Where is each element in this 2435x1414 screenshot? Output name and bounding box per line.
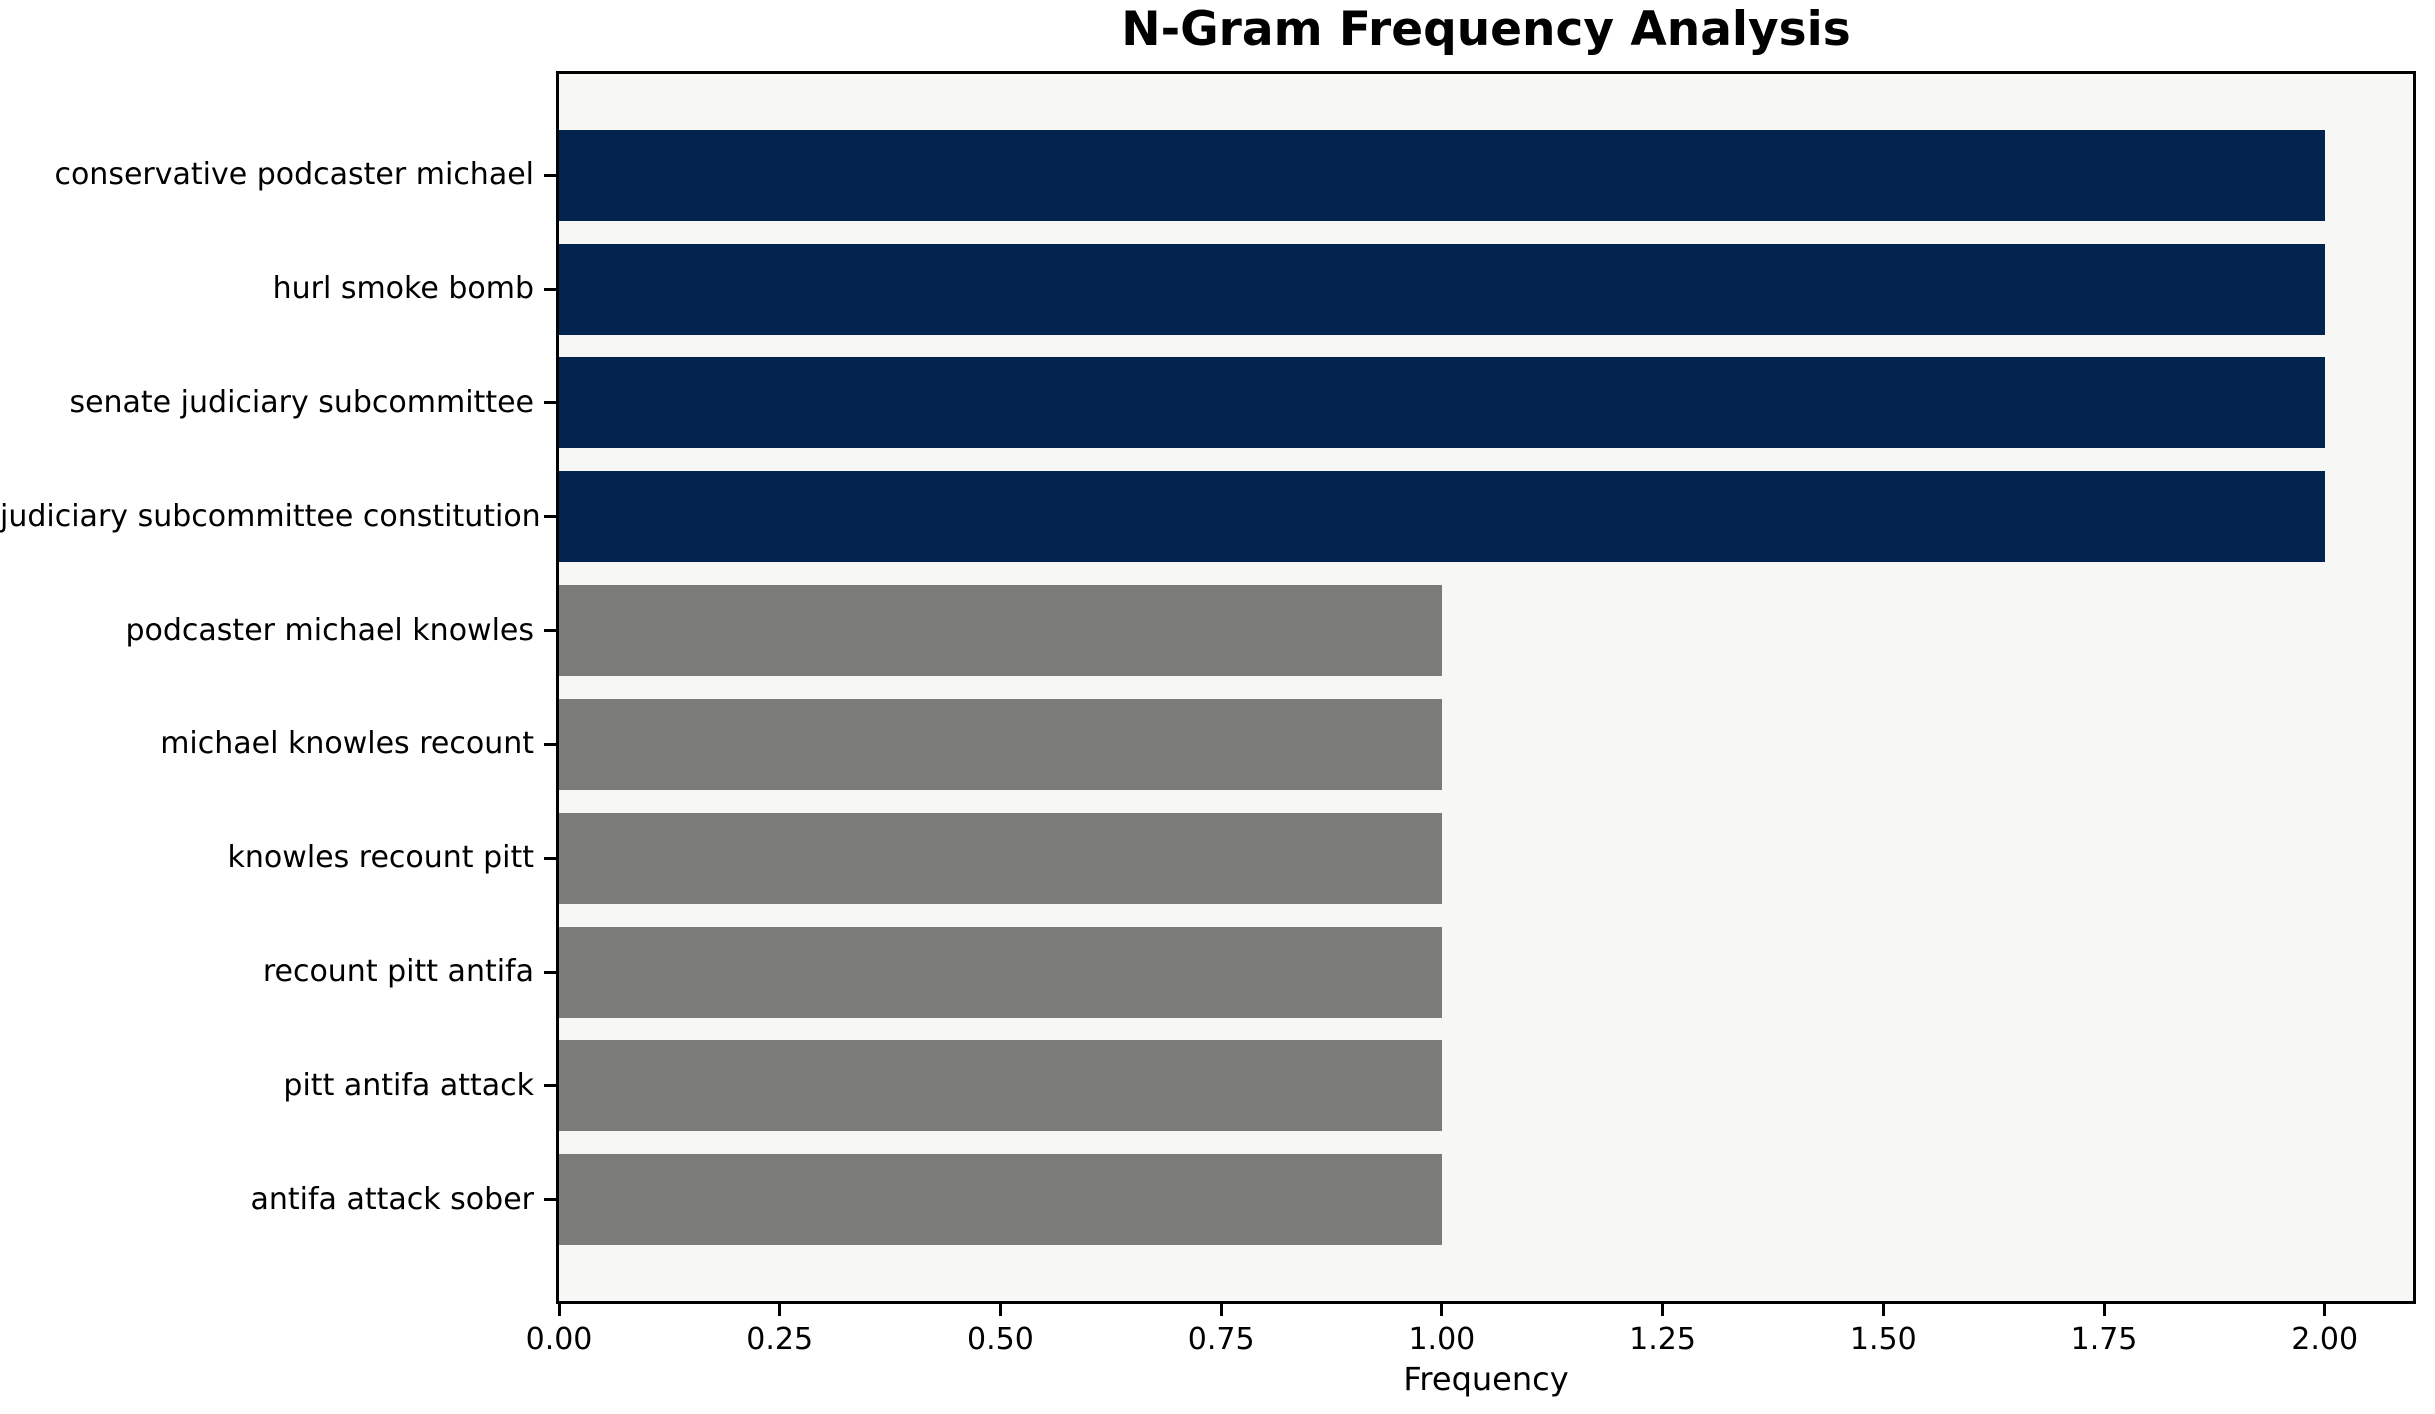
y-tick-mark: [544, 742, 556, 746]
y-tick-label: recount pitt antifa: [262, 954, 534, 990]
y-tick-mark: [544, 401, 556, 405]
bar-recount-pitt-antifa: [559, 926, 1442, 1018]
y-tick-mark: [544, 970, 556, 974]
bar-podcaster-michael-knowles: [559, 585, 1442, 677]
x-axis-label: Frequency: [1403, 1360, 1569, 1398]
chart-title: N-Gram Frequency Analysis: [1121, 2, 1851, 57]
bar-knowles-recount-pitt: [559, 812, 1442, 904]
x-tick-mark: [998, 1304, 1002, 1316]
bar-conservative-podcaster-michael: [559, 129, 2325, 221]
y-tick-label: michael knowles recount: [160, 726, 534, 762]
y-tick-mark: [544, 629, 556, 633]
x-tick-label: 0.00: [525, 1322, 593, 1357]
y-tick-mark: [544, 1198, 556, 1202]
x-tick-label: 0.25: [746, 1322, 814, 1357]
y-tick-label: senate judiciary subcommittee: [69, 384, 534, 420]
x-tick-label: 1.50: [1849, 1322, 1917, 1357]
x-tick-label: 1.00: [1408, 1322, 1476, 1357]
x-tick-label: 1.25: [1629, 1322, 1696, 1357]
x-tick-mark: [1881, 1304, 1885, 1316]
x-tick-mark: [557, 1304, 561, 1316]
y-tick-mark: [544, 515, 556, 519]
x-tick-mark: [778, 1304, 782, 1316]
x-tick-mark: [1219, 1304, 1223, 1316]
y-tick-mark: [544, 287, 556, 291]
x-tick-mark: [1661, 1304, 1665, 1316]
bar-michael-knowles-recount: [559, 698, 1442, 790]
bar-senate-judiciary-subcommittee: [559, 357, 2325, 449]
x-tick-mark: [1440, 1304, 1444, 1316]
bar-hurl-smoke-bomb: [559, 243, 2325, 335]
y-tick-label: hurl smoke bomb: [272, 271, 534, 307]
y-tick-label: judiciary subcommittee constitution: [0, 498, 541, 534]
y-tick-mark: [544, 173, 556, 177]
x-tick-label: 1.75: [2070, 1322, 2138, 1357]
y-tick-label: podcaster michael knowles: [125, 612, 534, 648]
x-tick-label: 0.75: [1187, 1322, 1255, 1357]
y-tick-label: pitt antifa attack: [283, 1067, 534, 1103]
bar-judiciary-subcommittee-constitution: [559, 471, 2325, 563]
bar-pitt-antifa-attack: [559, 1040, 1442, 1132]
y-tick-label: knowles recount pitt: [227, 840, 534, 876]
y-tick-mark: [544, 1084, 556, 1088]
bar-antifa-attack-sober: [559, 1154, 1442, 1246]
x-tick-mark: [2323, 1304, 2327, 1316]
x-tick-label: 2.00: [2291, 1322, 2359, 1357]
plot-area: [556, 71, 2416, 1304]
y-tick-label: conservative podcaster michael: [54, 157, 534, 193]
y-tick-mark: [544, 856, 556, 860]
x-tick-mark: [2102, 1304, 2106, 1316]
y-tick-label: antifa attack sober: [250, 1181, 535, 1217]
x-tick-label: 0.50: [967, 1322, 1034, 1357]
